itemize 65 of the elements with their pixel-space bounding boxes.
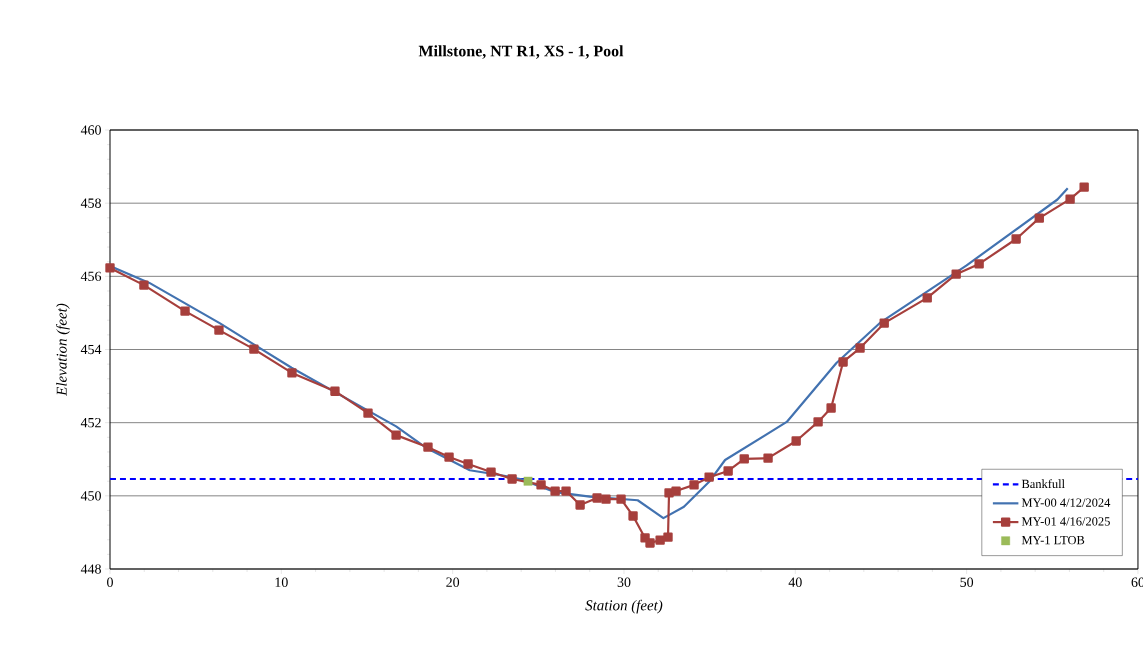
point: [536, 480, 546, 490]
point: [423, 442, 433, 452]
point: [363, 408, 373, 418]
y-tick-label: 454: [80, 344, 102, 355]
point: [763, 453, 773, 463]
point: [1079, 182, 1089, 192]
y-tick-label: 458: [80, 198, 101, 208]
x-tick-label: 0: [107, 577, 113, 587]
point: [704, 472, 714, 482]
point: [826, 403, 836, 413]
point: [601, 494, 611, 504]
point: [486, 467, 496, 477]
point: [663, 532, 673, 542]
point: [139, 280, 149, 290]
point: [214, 325, 224, 335]
x-tick-label: 10: [275, 577, 288, 587]
point: [671, 486, 681, 496]
point: [105, 263, 115, 273]
legend-label: MY-00 4/12/2024: [1021, 498, 1111, 507]
point: [838, 357, 848, 367]
y-tick-label: 450: [80, 491, 101, 501]
point: [739, 454, 749, 464]
point: [1065, 194, 1075, 204]
point: [813, 417, 823, 427]
point: [550, 486, 560, 496]
y-tick-label: 456: [80, 271, 102, 282]
y-tick-label: 452: [80, 417, 101, 428]
point: [575, 500, 585, 510]
point: [463, 459, 473, 469]
chart-title: Millstone, NT R1, XS - 1, Pool: [418, 45, 624, 59]
point: [655, 535, 665, 545]
y-tick-label: 460: [80, 125, 101, 135]
point: [616, 494, 626, 504]
point: [951, 269, 961, 279]
point: [330, 386, 340, 396]
point: [249, 344, 259, 354]
point: [723, 466, 733, 476]
point: [645, 538, 655, 548]
y-tick-label: 448: [80, 564, 101, 574]
point: [523, 476, 533, 486]
point: [855, 343, 865, 353]
point: [791, 436, 801, 446]
point: [1011, 234, 1021, 244]
point: [689, 480, 699, 490]
point: [1034, 213, 1044, 223]
legend-label: MY-1 LTOB: [1021, 535, 1085, 545]
point: [507, 474, 517, 484]
point: [879, 318, 889, 328]
point: [628, 511, 638, 521]
y-axis-title: Elevation (feet): [56, 303, 70, 396]
legend-label: MY-01 4/16/2025: [1021, 517, 1110, 526]
point: [444, 452, 454, 462]
x-tick-label: 30: [617, 577, 631, 587]
point: [180, 306, 190, 316]
legend-label: Bankfull: [1021, 479, 1065, 489]
x-tick-label: 20: [446, 577, 460, 587]
point: [287, 368, 297, 378]
point: [974, 259, 984, 269]
point: [561, 486, 571, 496]
point: [922, 293, 932, 303]
point: [391, 430, 401, 440]
x-axis-title: Station (feet): [585, 599, 663, 614]
x-tick-label: 40: [788, 577, 802, 587]
point: [592, 493, 602, 503]
x-tick-label: 50: [960, 577, 974, 587]
